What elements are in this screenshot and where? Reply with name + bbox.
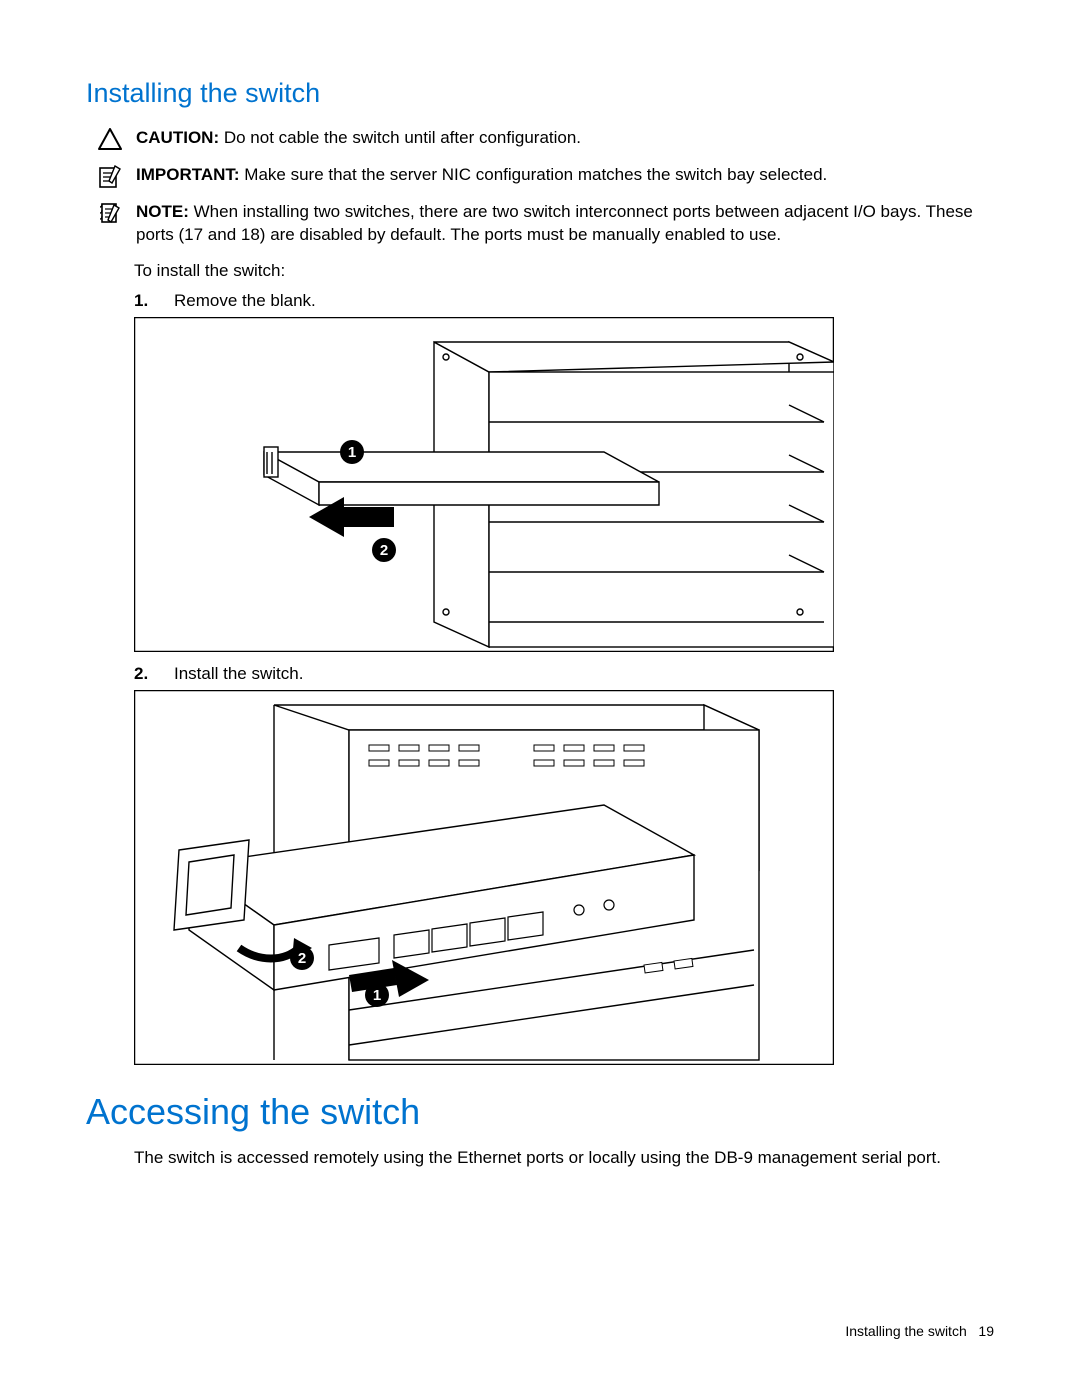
svg-text:2: 2: [298, 950, 306, 967]
step-intro: To install the switch:: [134, 261, 994, 281]
svg-text:2: 2: [380, 542, 388, 559]
figure2-callout-1: 1: [365, 983, 389, 1007]
caution-text: Do not cable the switch until after conf…: [219, 128, 581, 147]
footer-label: Installing the switch: [845, 1323, 966, 1339]
note-text: When installing two switches, there are …: [136, 202, 973, 244]
caution-icon: [98, 128, 122, 150]
important-icon: [98, 165, 122, 187]
note-label: NOTE:: [136, 202, 189, 221]
step-1-num: 1.: [134, 291, 156, 311]
note-icon: [98, 202, 122, 224]
accessing-body: The switch is accessed remotely using th…: [134, 1147, 994, 1170]
figure-install-switch: 2 1: [134, 690, 994, 1065]
step-1: 1. Remove the blank.: [134, 291, 994, 311]
step-2: 2. Install the switch.: [134, 664, 994, 684]
callout-note: NOTE: When installing two switches, ther…: [98, 201, 994, 247]
step-1-text: Remove the blank.: [174, 291, 316, 311]
figure-remove-blank: 1 2: [134, 317, 994, 652]
callout-caution: CAUTION: Do not cable the switch until a…: [98, 127, 994, 150]
section-heading-accessing: Accessing the switch: [86, 1091, 994, 1133]
figure1-callout-1: 1: [340, 440, 364, 464]
important-text: Make sure that the server NIC configurat…: [240, 165, 828, 184]
important-label: IMPORTANT:: [136, 165, 240, 184]
figure1-callout-2: 2: [372, 538, 396, 562]
callout-important: IMPORTANT: Make sure that the server NIC…: [98, 164, 994, 187]
section-heading-installing: Installing the switch: [86, 78, 994, 109]
svg-text:1: 1: [348, 444, 356, 461]
footer-page: 19: [978, 1323, 994, 1339]
page-footer: Installing the switch 19: [845, 1323, 994, 1339]
figure2-callout-2: 2: [290, 946, 314, 970]
caution-label: CAUTION:: [136, 128, 219, 147]
step-2-num: 2.: [134, 664, 156, 684]
svg-text:1: 1: [373, 987, 381, 1004]
step-2-text: Install the switch.: [174, 664, 303, 684]
